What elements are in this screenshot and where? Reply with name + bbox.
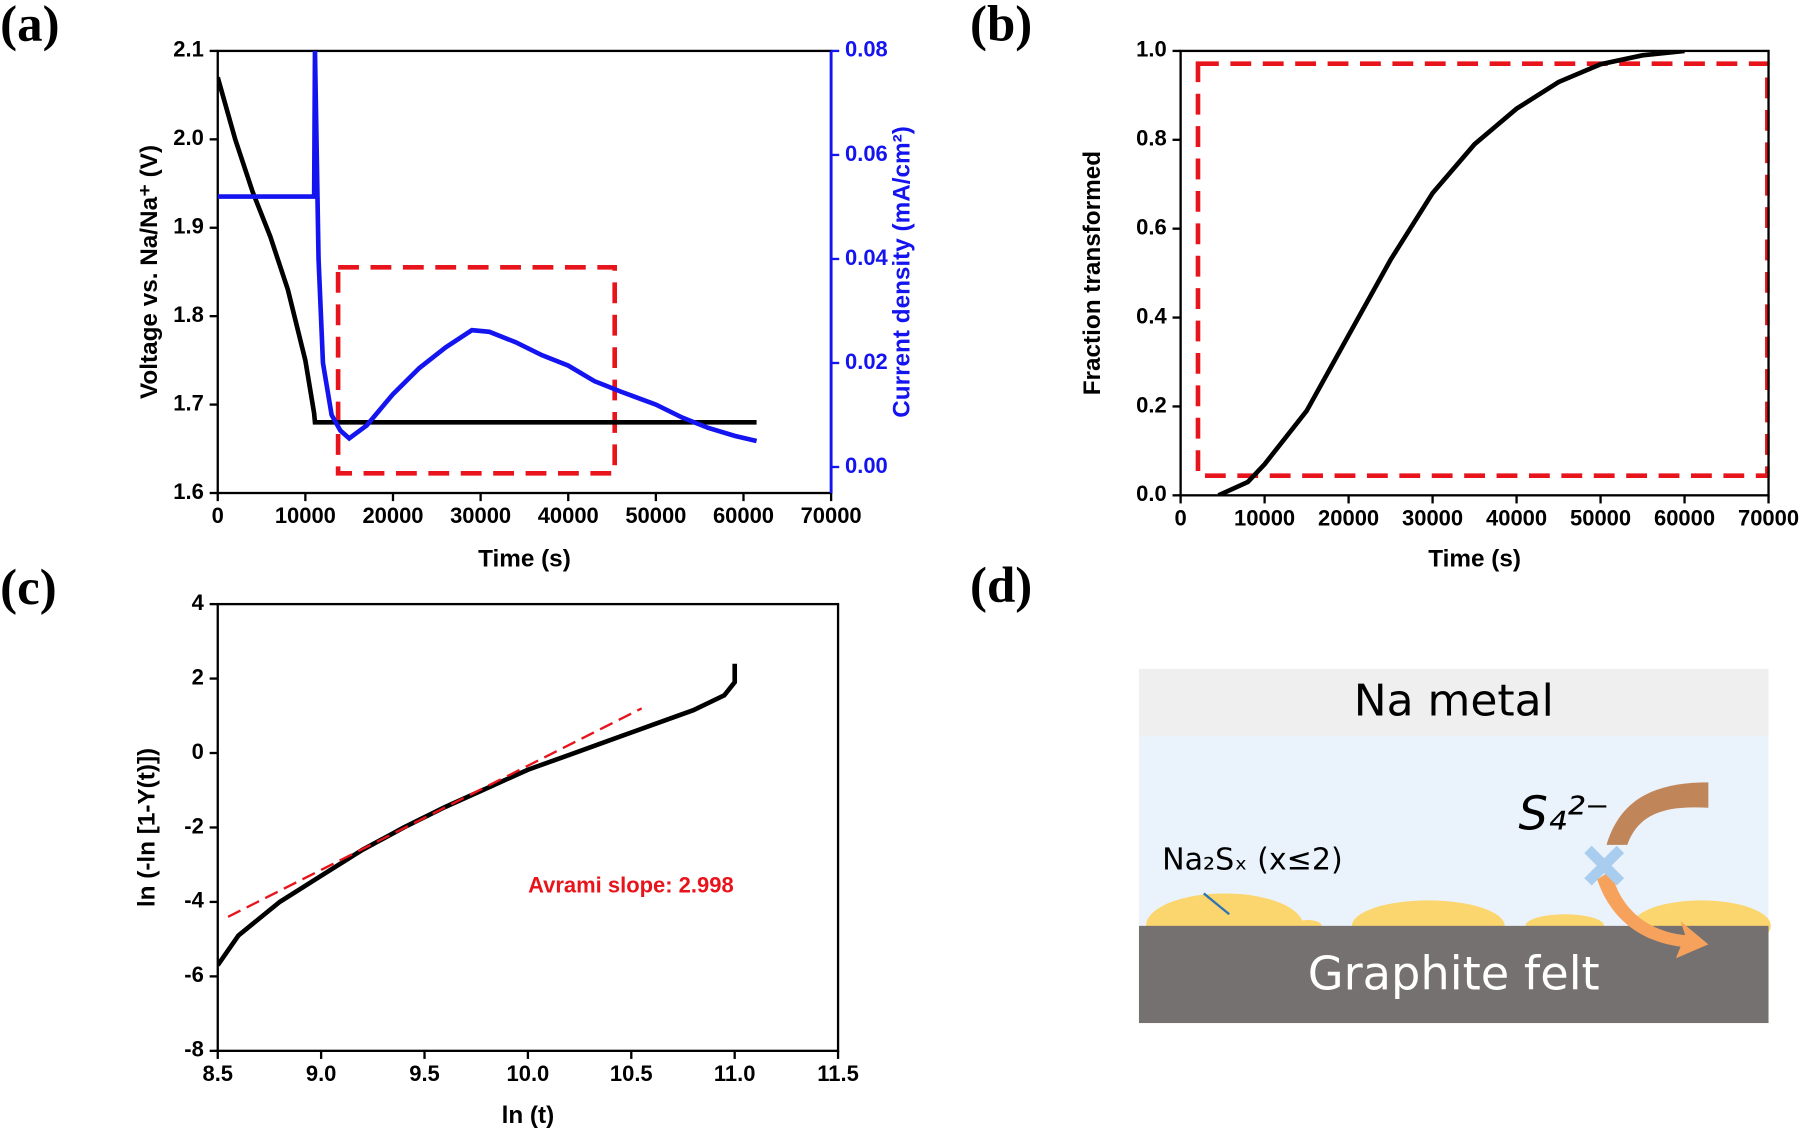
- series-line: [217, 76, 757, 425]
- x-tick-label: 20000: [1318, 505, 1379, 530]
- ion-arrow: [1606, 782, 1709, 845]
- y-tick-label: 0.2: [1136, 392, 1167, 417]
- highlight-box: [1195, 61, 1770, 478]
- annotation: Avrami slope: 2.998: [528, 872, 734, 897]
- panel-label: (b): [970, 0, 1032, 53]
- y2-tick-label: 0.00: [845, 453, 888, 478]
- panel-label: (c): [0, 560, 57, 616]
- plot-frame: [216, 49, 833, 495]
- layer-label: Na metal: [1354, 676, 1554, 727]
- block-mark: [1584, 845, 1625, 886]
- y2-tick-label: 0.08: [845, 37, 888, 62]
- y-tick-label: 1.0: [1136, 37, 1167, 62]
- x-tick-label: 9.0: [306, 1061, 337, 1086]
- series-line: [1217, 50, 1685, 496]
- y-tick-label: -2: [184, 813, 204, 838]
- y-axis-title: Fraction transformed: [1079, 151, 1106, 395]
- x-tick-label: 30000: [450, 503, 511, 528]
- series-line: [227, 707, 643, 918]
- x-tick-label: 10000: [275, 503, 336, 528]
- x-axis-title: ln (t): [502, 1102, 555, 1129]
- ion-label: S₄²⁻: [1519, 787, 1610, 841]
- y-tick-label: 2.0: [173, 125, 204, 150]
- x-tick-label: 10.0: [507, 1061, 550, 1086]
- x-tick-label: 0: [212, 503, 224, 528]
- y-tick-label: 1.7: [173, 390, 204, 415]
- y-tick-label: 0.8: [1136, 126, 1167, 151]
- x-tick-label: 70000: [801, 503, 862, 528]
- y2-tick-label: 0.04: [845, 245, 889, 270]
- y2-tick-label: 0.02: [845, 349, 888, 374]
- x-tick-label: 11.5: [817, 1061, 859, 1086]
- x-tick-label: 40000: [538, 503, 599, 528]
- y-tick-label: 1.9: [173, 214, 204, 239]
- y-tick-label: 0.6: [1136, 214, 1167, 239]
- y-axis-title: ln (-ln [1-Y(t)]): [134, 748, 161, 907]
- pointer: [1203, 892, 1230, 916]
- x-tick-label: 60000: [713, 503, 774, 528]
- panel-label: (d): [970, 558, 1032, 614]
- x-tick-label: 40000: [1486, 505, 1547, 530]
- layer-label: Graphite felt: [1308, 946, 1600, 1000]
- plot-frame: [1179, 49, 1770, 497]
- product-label: Na₂Sₓ (x≤2): [1162, 843, 1343, 878]
- y-tick-label: 0.4: [1136, 303, 1167, 328]
- x-tick-label: 20000: [362, 503, 423, 528]
- x-tick-label: 50000: [625, 503, 686, 528]
- x-tick-label: 9.5: [409, 1061, 440, 1086]
- highlight-box: [335, 265, 618, 476]
- reaction-arrow: [1597, 870, 1709, 959]
- y-tick-label: 4: [192, 590, 205, 615]
- panel-label: (a): [0, 0, 59, 53]
- y-tick-label: -8: [184, 1037, 204, 1062]
- na-layer: [1138, 668, 1769, 737]
- y-tick-label: 0.0: [1136, 481, 1167, 506]
- schematic: (d) Na metal Na₂Sₓ (x≤2) S₄²⁻ Graphite f…: [970, 558, 1771, 1024]
- electrolyte: [1138, 736, 1769, 926]
- x-tick-label: 8.5: [202, 1061, 233, 1086]
- x-tick-label: 60000: [1654, 505, 1715, 530]
- y-tick-label: 1.6: [173, 479, 204, 504]
- y-tick-label: 2: [192, 664, 204, 689]
- x-tick-label: 10.5: [610, 1061, 653, 1086]
- x-axis-title: Time (s): [478, 546, 571, 573]
- series-line: [217, 663, 738, 967]
- y-tick-label: 0: [192, 739, 204, 764]
- y2-axis-title: Current density (mA/cm²): [888, 126, 915, 418]
- x-tick-label: 11.0: [714, 1061, 756, 1086]
- x-tick-label: 10000: [1234, 505, 1295, 530]
- series-line: [217, 50, 758, 444]
- y-tick-label: 1.8: [173, 302, 204, 327]
- plot-frame: [216, 602, 840, 1052]
- x-tick-label: 70000: [1738, 505, 1799, 530]
- y-axis-title: Voltage vs. Na/Na⁺ (V): [136, 145, 163, 399]
- y-tick-label: 2.1: [173, 37, 204, 62]
- y-tick-label: -6: [184, 962, 204, 987]
- x-axis-title: Time (s): [1428, 546, 1521, 573]
- x-tick-label: 0: [1175, 505, 1187, 530]
- y-tick-label: -4: [184, 888, 204, 913]
- x-tick-label: 30000: [1402, 505, 1463, 530]
- x-tick-label: 50000: [1570, 505, 1631, 530]
- y2-tick-label: 0.06: [845, 141, 888, 166]
